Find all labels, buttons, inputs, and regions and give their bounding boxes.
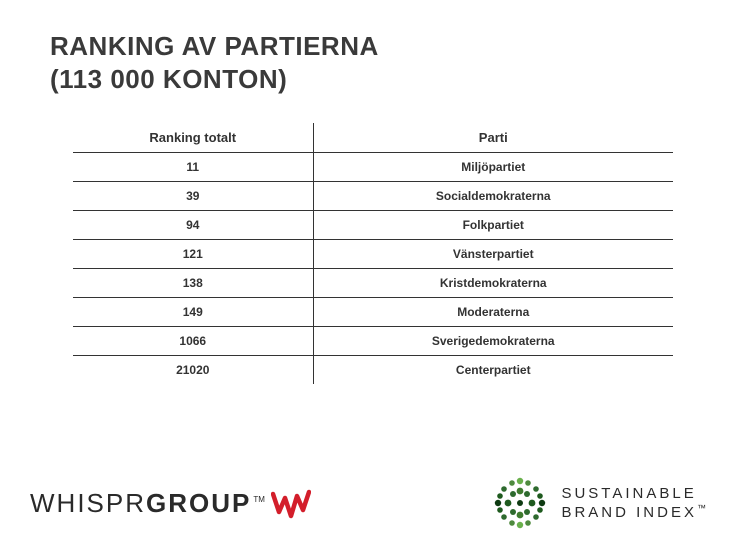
cell-party: Vänsterpartiet	[313, 240, 673, 269]
cell-party: Centerpartiet	[313, 356, 673, 385]
cell-rank: 1066	[73, 327, 313, 356]
whispr-tm: TM	[253, 495, 265, 504]
whispr-text-bold: GROUP	[146, 488, 251, 518]
cell-rank: 11	[73, 153, 313, 182]
cell-party: Moderaterna	[313, 298, 673, 327]
title-line-1: RANKING AV PARTIERNA	[50, 30, 696, 63]
sbi-wordmark: SUSTAINABLE BRAND INDEX™	[561, 485, 706, 522]
cell-rank: 39	[73, 182, 313, 211]
slide: RANKING AV PARTIERNA (113 000 KONTON) Ra…	[0, 0, 746, 560]
header-ranking: Ranking totalt	[73, 123, 313, 153]
header-party: Parti	[313, 123, 673, 153]
sbi-line-2: BRAND INDEX™	[561, 503, 706, 522]
cell-rank: 121	[73, 240, 313, 269]
logo-bar: WHISPRGROUPTM	[0, 474, 746, 532]
sustainable-brand-index-logo: SUSTAINABLE BRAND INDEX™	[491, 474, 706, 532]
cell-rank: 138	[73, 269, 313, 298]
ranking-table-wrap: Ranking totalt Parti 11 Miljöpartiet 39 …	[73, 123, 673, 384]
sbi-line-1: SUSTAINABLE	[561, 485, 706, 503]
table-row: 94 Folkpartiet	[73, 211, 673, 240]
whispr-mark-icon	[271, 486, 311, 520]
cell-party: Kristdemokraterna	[313, 269, 673, 298]
cell-party: Folkpartiet	[313, 211, 673, 240]
cell-party: Sverigedemokraterna	[313, 327, 673, 356]
globe-icon	[491, 474, 549, 532]
cell-rank: 149	[73, 298, 313, 327]
whispr-text-light: WHISPR	[30, 488, 146, 518]
table-row: 121 Vänsterpartiet	[73, 240, 673, 269]
ranking-table: Ranking totalt Parti 11 Miljöpartiet 39 …	[73, 123, 673, 384]
whispr-group-logo: WHISPRGROUPTM	[30, 486, 311, 520]
title-block: RANKING AV PARTIERNA (113 000 KONTON)	[50, 30, 696, 95]
title-line-2: (113 000 KONTON)	[50, 63, 696, 96]
whispr-wordmark: WHISPRGROUPTM	[30, 488, 265, 519]
table-row: 11 Miljöpartiet	[73, 153, 673, 182]
table-row: 1066 Sverigedemokraterna	[73, 327, 673, 356]
cell-rank: 94	[73, 211, 313, 240]
table-row: 138 Kristdemokraterna	[73, 269, 673, 298]
table-row: 39 Socialdemokraterna	[73, 182, 673, 211]
cell-party: Socialdemokraterna	[313, 182, 673, 211]
table-row: 21020 Centerpartiet	[73, 356, 673, 385]
table-row: 149 Moderaterna	[73, 298, 673, 327]
cell-party: Miljöpartiet	[313, 153, 673, 182]
cell-rank: 21020	[73, 356, 313, 385]
table-header-row: Ranking totalt Parti	[73, 123, 673, 153]
sbi-tm: ™	[697, 503, 706, 513]
